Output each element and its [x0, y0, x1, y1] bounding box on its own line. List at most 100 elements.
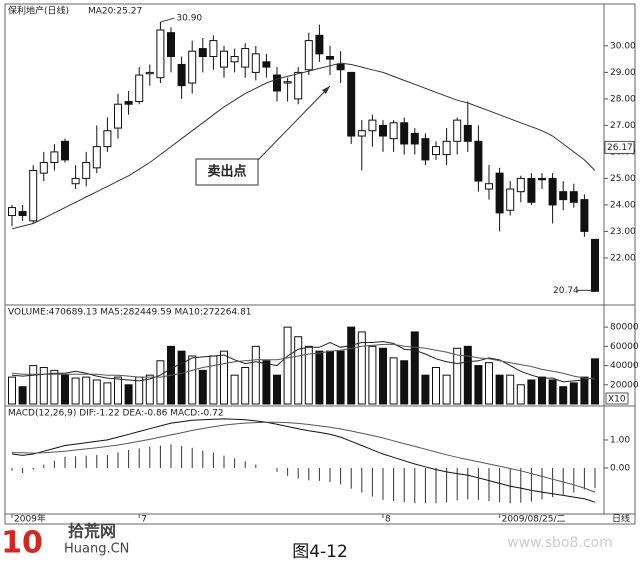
volume-bar: [548, 379, 557, 405]
candle-body: [294, 71, 303, 100]
price-title: 保利地产(日线): [8, 5, 69, 17]
volume-bar: [209, 355, 218, 405]
volume-bar: [156, 360, 165, 405]
candle-body: [103, 130, 112, 148]
cursor-price-box: [604, 140, 635, 154]
candle-body: [569, 191, 578, 203]
volume-bar: [527, 379, 536, 405]
volume-bar: [304, 345, 313, 405]
y-tick-label: 40000: [610, 361, 639, 371]
candle-body: [495, 172, 504, 214]
candle-body: [421, 138, 430, 161]
volume-bar: [198, 369, 207, 405]
annotation-arrow: [257, 85, 331, 161]
logo-mark: 10: [1, 526, 43, 561]
candle-body: [442, 140, 451, 156]
volume-bar: [251, 345, 260, 405]
high-label: 30.90: [176, 14, 202, 24]
ma10-line: [11, 343, 596, 380]
y-tick-label: 60000: [610, 342, 639, 352]
y-tick-label: 0.00: [610, 463, 630, 473]
volume-bar: [50, 369, 59, 405]
volume-bar: [92, 379, 101, 405]
volume-bar: [61, 374, 69, 405]
y-tick-label: 1.00: [610, 435, 630, 445]
ma-label: MA20:25.27: [88, 7, 142, 17]
volume-bar: [71, 377, 80, 405]
candle-body: [463, 124, 472, 142]
candle-body: [39, 162, 48, 174]
volume-bar: [124, 384, 133, 405]
candle-body: [82, 162, 91, 179]
x-tick-label: 8: [385, 515, 391, 525]
candle-body: [145, 71, 154, 75]
x-tick-label: 2009/08/25/二: [502, 515, 566, 525]
candle-body: [304, 40, 313, 71]
candle-body: [516, 177, 525, 193]
volume-bar: [230, 374, 239, 405]
candle-body: [389, 122, 398, 140]
candle-body: [29, 169, 38, 222]
ma20-line: [11, 62, 596, 230]
volume-bar: [538, 376, 546, 405]
volume-bar: [368, 345, 377, 405]
candle-body: [188, 50, 197, 84]
volume-bar: [453, 347, 462, 405]
candle-body: [453, 119, 462, 142]
volume-bar: [29, 365, 38, 405]
candle-body: [527, 177, 536, 203]
volume-bar: [39, 366, 48, 405]
volume-bar: [485, 362, 493, 405]
volume-bar: [262, 360, 271, 405]
candle-body: [92, 146, 101, 169]
candle-body: [506, 188, 515, 211]
volume-bar: [442, 374, 451, 405]
candle-body: [357, 130, 366, 137]
candle-body: [283, 81, 292, 84]
unit-label: X10: [608, 395, 626, 405]
volume-bar: [410, 331, 419, 405]
candle-body: [18, 211, 27, 217]
volume-bar: [82, 376, 91, 405]
candle-body: [591, 238, 599, 292]
candle-body: [400, 122, 409, 145]
y-tick-label: 24.00: [610, 200, 636, 210]
volume-title: VOLUME:470689.13 MA5:282449.59 MA10:2722…: [8, 308, 252, 318]
candle-body: [156, 29, 165, 79]
volume-bar: [336, 350, 345, 405]
volume-bar: [326, 350, 334, 405]
candle-body: [198, 48, 207, 58]
candle-body: [315, 34, 324, 55]
volume-bar: [315, 350, 324, 405]
candle-body: [474, 140, 483, 182]
volume-bar: [421, 374, 430, 405]
candle-body: [114, 103, 122, 129]
volume-bar: [188, 355, 197, 405]
candle-body: [71, 177, 80, 185]
volume-bar: [220, 350, 228, 405]
volume-bar: [516, 384, 525, 405]
candle-body: [177, 63, 186, 87]
volume-bar: [389, 357, 398, 405]
y-tick-label: 80000: [610, 323, 639, 333]
candle-body: [410, 132, 419, 145]
logo-text: 拾荒网: [68, 522, 116, 541]
candle-body: [230, 56, 239, 63]
candle-body: [8, 207, 16, 217]
ma5-line: [11, 340, 596, 383]
candle-body: [368, 119, 377, 132]
volume-bar: [506, 374, 515, 405]
low-label: 20.74: [553, 286, 579, 296]
watermark-url: www.sbo8.com: [507, 535, 613, 551]
y-tick-label: 27.00: [610, 121, 636, 131]
caption: 图4-12: [292, 542, 348, 562]
volume-bar: [495, 374, 504, 405]
y-tick-label: 30.00: [610, 41, 636, 51]
candle-body: [167, 32, 175, 58]
arrow-head: [322, 86, 330, 94]
volume-bar: [283, 326, 292, 405]
volume-bar: [18, 386, 27, 405]
period-label: 日线: [612, 513, 630, 525]
volume-bar: [114, 376, 122, 405]
